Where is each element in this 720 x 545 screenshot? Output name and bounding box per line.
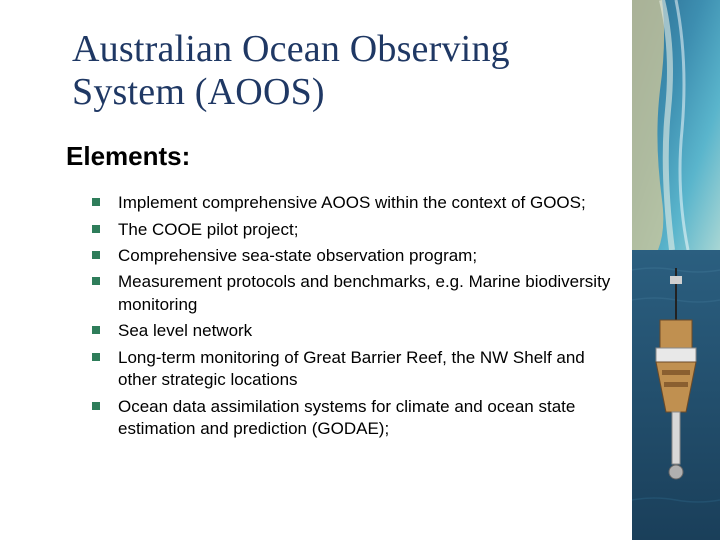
slide-subtitle: Elements: bbox=[66, 141, 622, 172]
slide-container: Australian Ocean Observing System (AOOS)… bbox=[0, 0, 720, 540]
list-item: The COOE pilot project; bbox=[92, 219, 622, 241]
bullet-list: Implement comprehensive AOOS within the … bbox=[72, 192, 622, 440]
list-item: Long-term monitoring of Great Barrier Re… bbox=[92, 347, 622, 392]
content-area: Australian Ocean Observing System (AOOS)… bbox=[0, 0, 632, 540]
slide-title: Australian Ocean Observing System (AOOS) bbox=[72, 28, 622, 113]
list-item: Ocean data assimilation systems for clim… bbox=[92, 396, 622, 441]
list-item: Comprehensive sea-state observation prog… bbox=[92, 245, 622, 267]
coastline-buoy-image bbox=[632, 0, 720, 540]
list-item: Implement comprehensive AOOS within the … bbox=[92, 192, 622, 214]
list-item: Measurement protocols and benchmarks, e.… bbox=[92, 271, 622, 316]
list-item: Sea level network bbox=[92, 320, 622, 342]
decorative-side-image bbox=[632, 0, 720, 540]
